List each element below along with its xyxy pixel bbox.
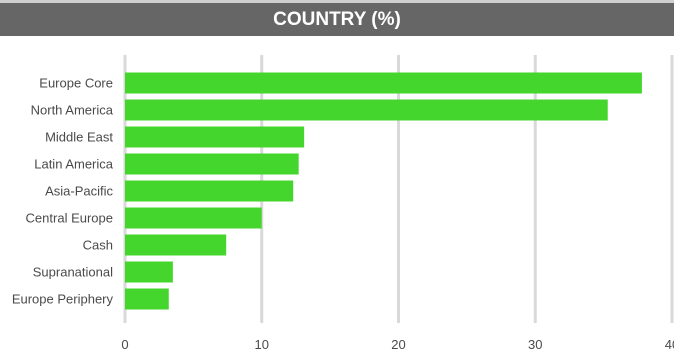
bar bbox=[125, 234, 227, 256]
bar bbox=[125, 261, 173, 283]
category-label: Asia-Pacific bbox=[45, 184, 113, 199]
category-label: Europe Core bbox=[39, 76, 113, 91]
category-label: North America bbox=[31, 103, 114, 118]
bar bbox=[125, 207, 262, 229]
category-label: Middle East bbox=[45, 130, 113, 145]
bar bbox=[125, 99, 608, 121]
x-tick-label: 10 bbox=[255, 337, 269, 350]
bar bbox=[125, 153, 299, 175]
category-label: Supranational bbox=[33, 265, 113, 280]
bar bbox=[125, 288, 169, 310]
chart-title: COUNTRY (%) bbox=[273, 8, 401, 30]
x-tick-label: 0 bbox=[121, 337, 128, 350]
bar bbox=[125, 180, 294, 202]
bar bbox=[125, 126, 305, 148]
bar bbox=[125, 72, 642, 94]
category-label: Europe Periphery bbox=[12, 292, 114, 307]
category-label: Latin America bbox=[34, 157, 114, 172]
category-label: Cash bbox=[83, 238, 113, 253]
chart-title-bar: COUNTRY (%) bbox=[0, 0, 674, 36]
x-tick-label: 30 bbox=[528, 337, 542, 350]
category-label: Central Europe bbox=[26, 211, 113, 226]
x-tick-label: 40 bbox=[665, 337, 674, 350]
x-tick-label: 20 bbox=[391, 337, 405, 350]
